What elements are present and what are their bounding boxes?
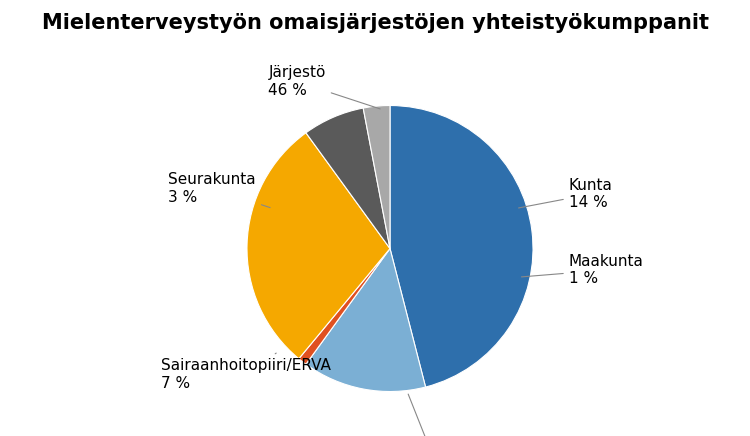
Text: Mielenterveystyön omaisjärjestöjen yhteistyökumppanit: Mielenterveystyön omaisjärjestöjen yhtei… <box>41 13 709 33</box>
Wedge shape <box>298 249 390 364</box>
Wedge shape <box>247 133 390 359</box>
Text: Kunta
14 %: Kunta 14 % <box>518 178 613 211</box>
Text: Järjestö
46 %: Järjestö 46 % <box>268 65 380 109</box>
Text: Maakunta
1 %: Maakunta 1 % <box>521 254 644 286</box>
Text: Seurakunta
3 %: Seurakunta 3 % <box>168 172 270 208</box>
Text: Sairaanhoitopiiri/ERVA
7 %: Sairaanhoitopiiri/ERVA 7 % <box>161 353 331 391</box>
Wedge shape <box>306 249 425 392</box>
Wedge shape <box>306 108 390 249</box>
Wedge shape <box>363 106 390 249</box>
Wedge shape <box>390 106 533 387</box>
Text: Muu
29 %: Muu 29 % <box>408 394 454 436</box>
